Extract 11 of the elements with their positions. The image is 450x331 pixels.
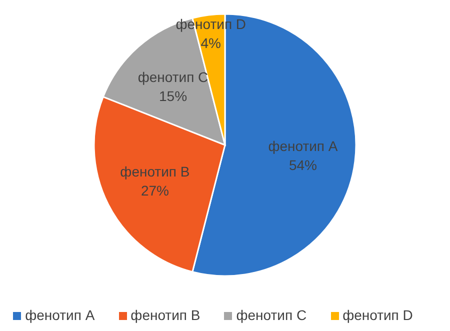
slice-label: фенотип C — [138, 69, 208, 86]
data-label: 4% — [200, 35, 221, 52]
legend-label: фенотип C — [236, 307, 307, 323]
data-label: 27% — [140, 182, 169, 199]
legend-label: фенотип D — [342, 307, 413, 323]
legend-label: фенотип B — [130, 307, 200, 323]
legend-label: фенотип A — [25, 307, 95, 323]
data-label: 54% — [288, 156, 317, 173]
data-label: 15% — [159, 88, 188, 104]
slice-label: фенотип A — [268, 138, 338, 154]
slice-label: фенотип B — [120, 164, 190, 180]
